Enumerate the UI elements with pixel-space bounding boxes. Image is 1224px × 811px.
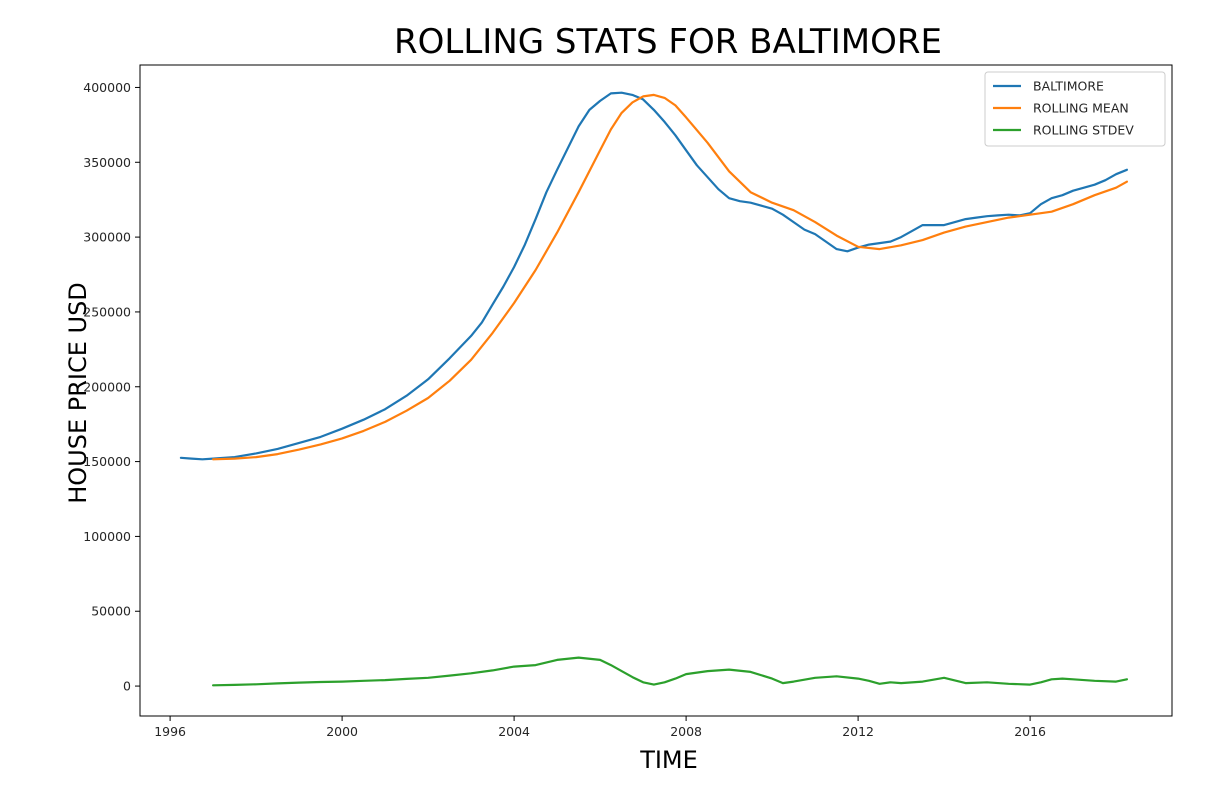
series-line-rolling-stdev [212,656,1129,687]
x-axis: 1996 2000 2004 2008 2012 2016 [154,716,1046,739]
chart-title: ROLLING STATS FOR BALTIMORE [394,22,942,62]
series-line-baltimore [179,91,1129,461]
y-tick-label: 100000 [83,529,131,544]
y-tick-label: 150000 [83,454,131,469]
x-tick-label: 2004 [498,724,530,739]
x-tick-label: 1996 [154,724,186,739]
y-tick-label: 200000 [83,379,131,394]
legend-label: BALTIMORE [1033,79,1104,94]
legend-box [984,71,1166,147]
legend-label: ROLLING MEAN [1033,101,1129,116]
x-tick-label: 2008 [670,724,702,739]
y-axis: 0 50000 100000 150000 200000 250000 300000 3500… [83,80,140,694]
legend: BALTIMORE ROLLING MEAN ROLLING STDEV [984,71,1166,147]
x-tick-label: 2000 [326,724,358,739]
legend-label: ROLLING STDEV [1033,123,1134,138]
y-tick-label: 350000 [83,155,131,170]
series-line-rolling-mean [212,93,1129,461]
y-tick-label: 0 [123,679,131,694]
y-tick-label: 300000 [83,230,131,245]
y-tick-label: 400000 [83,80,131,95]
x-tick-label: 2012 [842,724,874,739]
x-tick-label: 2016 [1014,724,1046,739]
y-tick-label: 50000 [91,604,131,619]
y-axis-label: HOUSE PRICE USD [64,282,92,504]
x-axis-label: TIME [639,746,698,774]
y-tick-label: 250000 [83,304,131,319]
plot-frame [139,64,1173,717]
plot-area [179,91,1129,687]
